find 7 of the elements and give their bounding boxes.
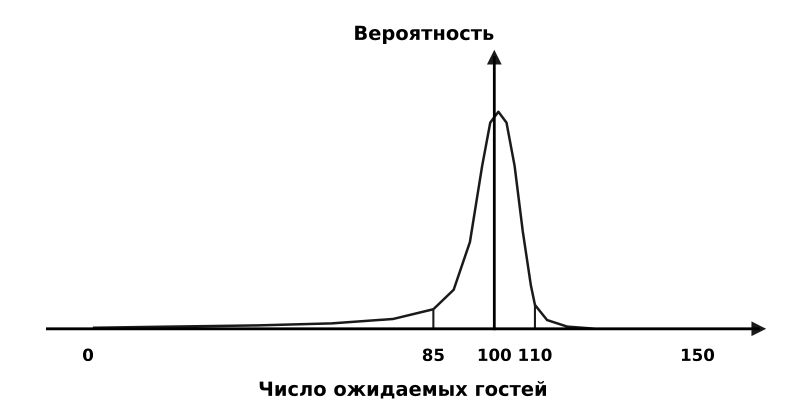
x-axis-title: Число ожидаемых гостей — [260, 380, 546, 398]
x-tick-label: 0 — [83, 348, 94, 362]
x-tick-label: 150 — [682, 348, 714, 362]
y-axis-title: Вероятность — [355, 26, 494, 44]
x-tick-label: 85 — [422, 348, 444, 362]
x-tick-label: 100 — [478, 348, 511, 362]
x-tick-label: 110 — [519, 348, 552, 362]
